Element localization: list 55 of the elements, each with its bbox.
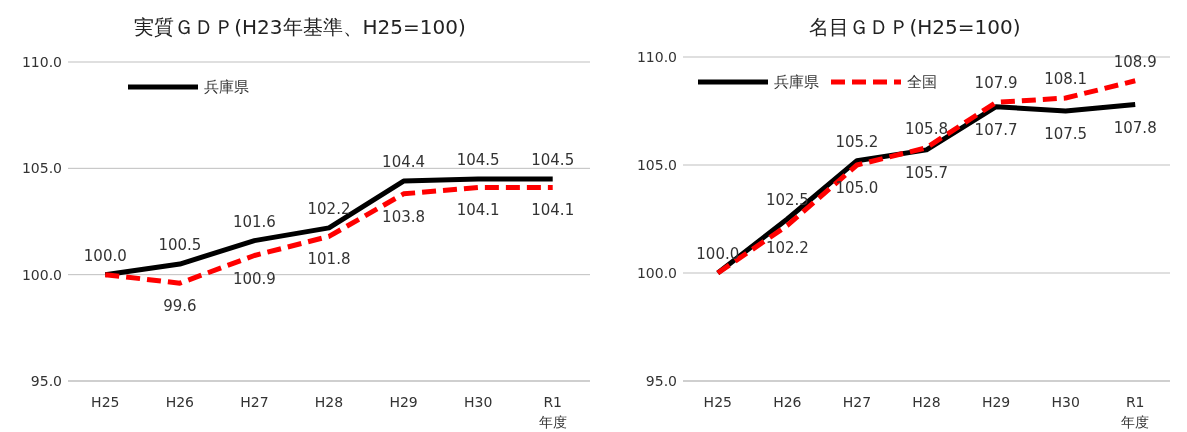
data-label: 104.1 xyxy=(456,201,500,220)
x-tick-label: H29 xyxy=(981,394,1011,410)
data-label: 107.8 xyxy=(1113,118,1157,137)
chart-title: 名目ＧＤＰ(H25=100) xyxy=(809,15,1021,39)
chart-title: 実質ＧＤＰ(H23年基準、H25=100) xyxy=(134,15,466,39)
x-tick-label: R1 xyxy=(543,394,563,410)
data-label: 108.1 xyxy=(1044,70,1088,89)
x-tick-label: H26 xyxy=(165,394,195,410)
y-tick-label: 95.0 xyxy=(645,373,677,389)
data-label: 104.5 xyxy=(456,150,500,169)
legend-label: 兵庫県 xyxy=(774,73,819,91)
x-tick-label: H25 xyxy=(91,394,120,410)
x-tick-label: H26 xyxy=(773,394,802,410)
y-tick-label: 95.0 xyxy=(30,373,62,389)
data-label: 108.9 xyxy=(1113,52,1157,71)
x-tick-label: H30 xyxy=(1051,394,1080,410)
data-label: 105.2 xyxy=(835,132,879,151)
y-tick-label: 105.0 xyxy=(21,160,62,177)
data-label: 104.4 xyxy=(382,153,426,172)
data-label: 100.5 xyxy=(158,236,202,255)
data-label: 104.1 xyxy=(531,201,575,220)
data-label: 100.0 xyxy=(83,246,127,265)
x-axis-title: 年度 xyxy=(538,414,567,430)
legend-label: 全国 xyxy=(907,73,937,91)
data-label: 107.7 xyxy=(974,120,1018,139)
legend-label: 兵庫県 xyxy=(204,78,249,96)
x-tick-label: R1 xyxy=(1125,394,1145,410)
data-label: 103.8 xyxy=(382,207,426,226)
data-label: 107.9 xyxy=(974,74,1018,93)
data-label: 105.7 xyxy=(905,163,948,182)
data-label: 102.5 xyxy=(765,191,809,209)
x-tick-label: H28 xyxy=(314,394,344,410)
data-label: 101.6 xyxy=(232,212,276,231)
x-tick-label: H28 xyxy=(912,394,941,410)
y-tick-label: 100.0 xyxy=(636,265,677,281)
x-tick-label: H27 xyxy=(842,394,872,410)
data-label: 107.5 xyxy=(1044,125,1088,143)
data-label: 101.8 xyxy=(307,250,351,269)
x-tick-label: H30 xyxy=(463,394,493,410)
x-tick-label: H29 xyxy=(389,394,418,410)
x-tick-label: H25 xyxy=(703,394,732,410)
y-tick-label: 100.0 xyxy=(21,266,62,283)
data-label: 99.6 xyxy=(163,297,197,316)
data-label: 104.5 xyxy=(531,150,575,169)
data-label: 102.2 xyxy=(307,199,351,218)
x-axis-title: 年度 xyxy=(1121,414,1150,430)
y-tick-label: 110.0 xyxy=(636,49,677,65)
data-label: 100.0 xyxy=(696,245,740,263)
data-label: 102.2 xyxy=(765,239,809,258)
y-tick-label: 105.0 xyxy=(636,157,677,173)
x-tick-label: H27 xyxy=(240,394,269,410)
data-label: 105.0 xyxy=(835,179,879,197)
data-label: 105.8 xyxy=(905,119,948,138)
data-label: 100.9 xyxy=(232,269,276,288)
y-tick-label: 110.0 xyxy=(21,54,62,70)
